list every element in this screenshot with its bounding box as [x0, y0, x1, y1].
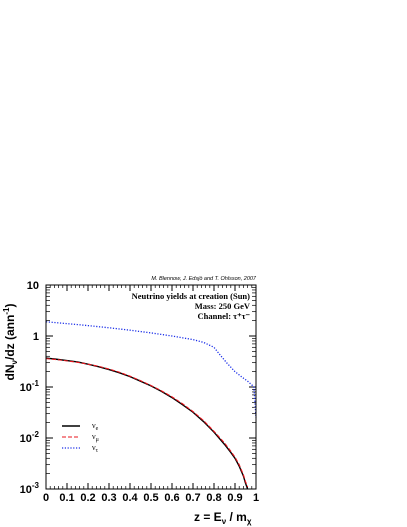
- y-tick-label: 10: [27, 280, 39, 292]
- series-line-3: [45, 321, 257, 418]
- y-axis-title: dNν/dz (ann-1): [2, 304, 19, 381]
- x-tick-label: 0: [43, 492, 49, 504]
- y-tick-label: 10-2: [20, 430, 40, 445]
- x-tick-label: 1: [253, 492, 259, 504]
- info-mass: Mass: 250 GeV: [195, 301, 251, 311]
- y-tick-label: 10-1: [20, 379, 40, 394]
- y-axis-title-close: ): [3, 304, 17, 308]
- info-title: Neutrino yields at creation (Sun): [132, 291, 251, 301]
- legend-label-1: νe: [92, 421, 99, 432]
- x-axis-title: z = Eν / mχ: [194, 510, 252, 526]
- y-axis-title-sub: ν: [10, 359, 19, 364]
- x-tick-label: 0.1: [59, 492, 74, 504]
- info-channel: Channel: τ⁺τ⁻: [198, 311, 251, 321]
- x-tick-label: 0.7: [185, 492, 200, 504]
- x-tick-label: 0.8: [206, 492, 221, 504]
- x-tick-label: 0.6: [164, 492, 179, 504]
- series-layer: [45, 321, 257, 490]
- x-axis-title-sub1: ν: [222, 517, 227, 526]
- y-tick-label: 10-3: [20, 481, 40, 496]
- x-axis-title-sub2: χ: [247, 517, 252, 526]
- y-tick-label: 1: [33, 331, 39, 343]
- y-axis-title-pre: dN: [3, 364, 17, 380]
- x-tick-label: 0.2: [80, 492, 95, 504]
- x-tick-label: 0.5: [143, 492, 158, 504]
- legend-label-2: νμ: [92, 432, 99, 443]
- series-line-2: [45, 358, 249, 488]
- x-tick-label: 0.3: [101, 492, 116, 504]
- legend-label-3: ντ: [92, 443, 99, 454]
- x-tick-label: 0.4: [122, 492, 138, 504]
- x-axis-title-mid: / m: [226, 510, 247, 524]
- y-axis-title-post: /dz (ann: [3, 315, 17, 360]
- plot-layer: 0 0.1 0.2 0.3 0.4 0.5 0.6 0.7 0.8 0.9 1 10-3 10-2 10-…: [20, 280, 259, 504]
- y-axis-title-sup: -1: [2, 307, 11, 315]
- plot-frame: [45, 284, 257, 490]
- chart-credit: M. Blennow, J. Edsjö and T. Ohlsson, 200…: [151, 276, 257, 282]
- x-tick-label: 0.9: [227, 492, 242, 504]
- series-line-1: [45, 357, 249, 490]
- x-axis-title-base: z = E: [194, 510, 222, 524]
